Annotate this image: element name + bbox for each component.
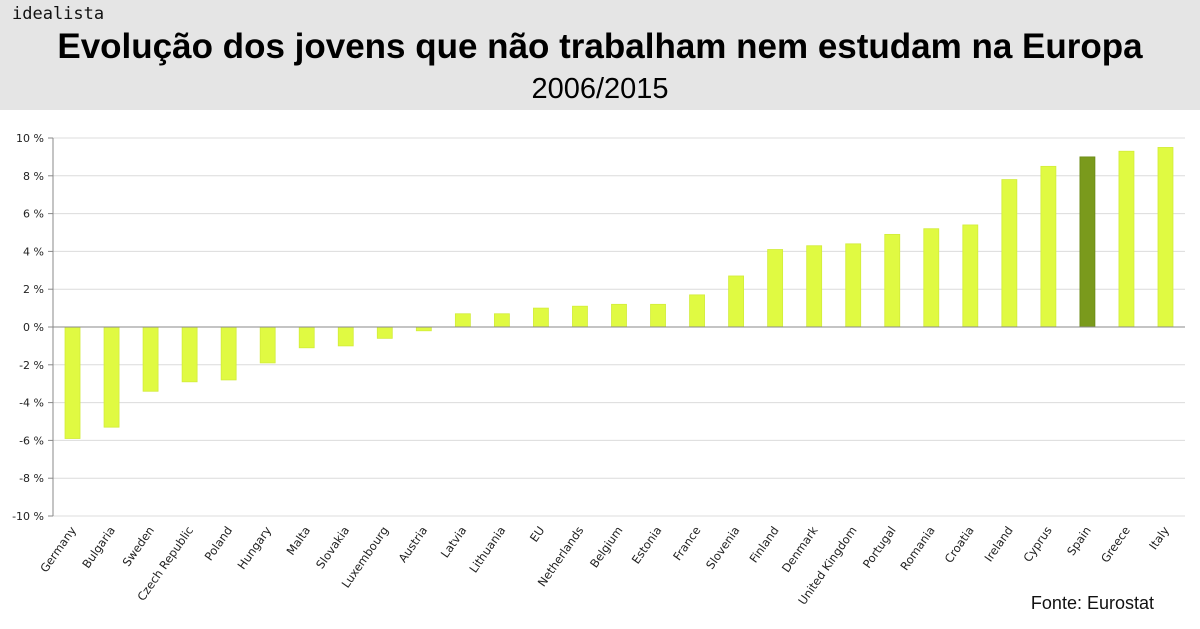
chart-title: Evolução dos jovens que não trabalham ne… xyxy=(57,27,1143,66)
bar xyxy=(64,326,81,439)
bar xyxy=(1079,156,1096,328)
y-tick-label: 6 % xyxy=(23,208,44,221)
x-tick-label: Greece xyxy=(1098,524,1133,566)
x-tick-label: Latvia xyxy=(438,524,470,561)
bar xyxy=(298,326,315,349)
bar xyxy=(533,307,549,328)
y-tick-label: 10 % xyxy=(16,132,44,145)
x-tick-label: Estonia xyxy=(629,524,665,567)
bar xyxy=(884,233,901,328)
bar xyxy=(376,326,393,339)
bar xyxy=(1118,150,1135,328)
x-tick-label: Sweden xyxy=(120,524,158,569)
header-band xyxy=(0,0,1200,110)
bar xyxy=(923,228,940,328)
bar xyxy=(806,245,823,328)
bar xyxy=(181,326,198,383)
bar xyxy=(259,326,276,364)
bar xyxy=(142,326,159,392)
bar xyxy=(1001,179,1018,328)
x-tick-label: Finland xyxy=(747,524,782,566)
bar xyxy=(572,305,588,328)
x-tick-label: Denmark xyxy=(779,523,821,575)
bar xyxy=(845,243,862,328)
x-tick-label: Portugal xyxy=(860,524,899,571)
x-tick-label: Malta xyxy=(284,524,314,558)
y-tick-label: -2 % xyxy=(19,359,44,372)
brand-logo: idealista xyxy=(12,4,105,24)
x-tick-label: Hungary xyxy=(235,524,275,572)
x-tick-label: Croatia xyxy=(942,524,977,566)
bar xyxy=(962,224,979,328)
x-tick-label: Slovakia xyxy=(313,524,352,572)
x-tick-label: Poland xyxy=(202,524,235,563)
bar xyxy=(650,303,666,328)
bar xyxy=(728,275,745,328)
bar xyxy=(1157,147,1174,328)
x-tick-label: Cyprus xyxy=(1020,524,1055,565)
bar xyxy=(493,313,510,328)
bar xyxy=(103,326,120,428)
bar xyxy=(337,326,354,347)
x-tick-label: Spain xyxy=(1064,524,1094,558)
bar xyxy=(454,313,471,328)
y-tick-label: -8 % xyxy=(19,472,44,485)
chart-title-container: Evolução dos jovens que não trabalham ne… xyxy=(0,26,1200,70)
x-tick-label: Austria xyxy=(396,524,431,565)
bar xyxy=(415,326,432,332)
x-tick-label: France xyxy=(670,524,703,563)
bar xyxy=(1040,165,1057,328)
y-tick-label: 0 % xyxy=(23,321,44,334)
x-tick-label: Romania xyxy=(897,524,937,573)
x-tick-label: EU xyxy=(527,524,547,545)
bar xyxy=(220,326,237,381)
bar xyxy=(689,294,705,328)
y-tick-label: 2 % xyxy=(23,283,44,296)
x-tick-label: Germany xyxy=(37,524,79,575)
x-tick-label: Lithuania xyxy=(466,524,508,576)
x-tick-label: Slovenia xyxy=(703,524,743,572)
y-tick-label: -4 % xyxy=(19,397,44,410)
chart-subtitle: 2006/2015 xyxy=(531,73,669,105)
x-tick-label: Belgium xyxy=(587,524,626,571)
y-tick-label: -6 % xyxy=(19,434,44,447)
source-note: Fonte: Eurostat xyxy=(1030,593,1154,613)
x-tick-label: Bulgaria xyxy=(79,524,118,571)
y-tick-label: 4 % xyxy=(23,245,44,258)
bar xyxy=(611,303,627,328)
x-tick-label: Ireland xyxy=(982,524,1016,565)
bar xyxy=(767,249,784,328)
y-tick-label: -10 % xyxy=(12,510,44,523)
x-tick-label: Italy xyxy=(1146,524,1172,553)
y-tick-label: 8 % xyxy=(23,170,44,183)
